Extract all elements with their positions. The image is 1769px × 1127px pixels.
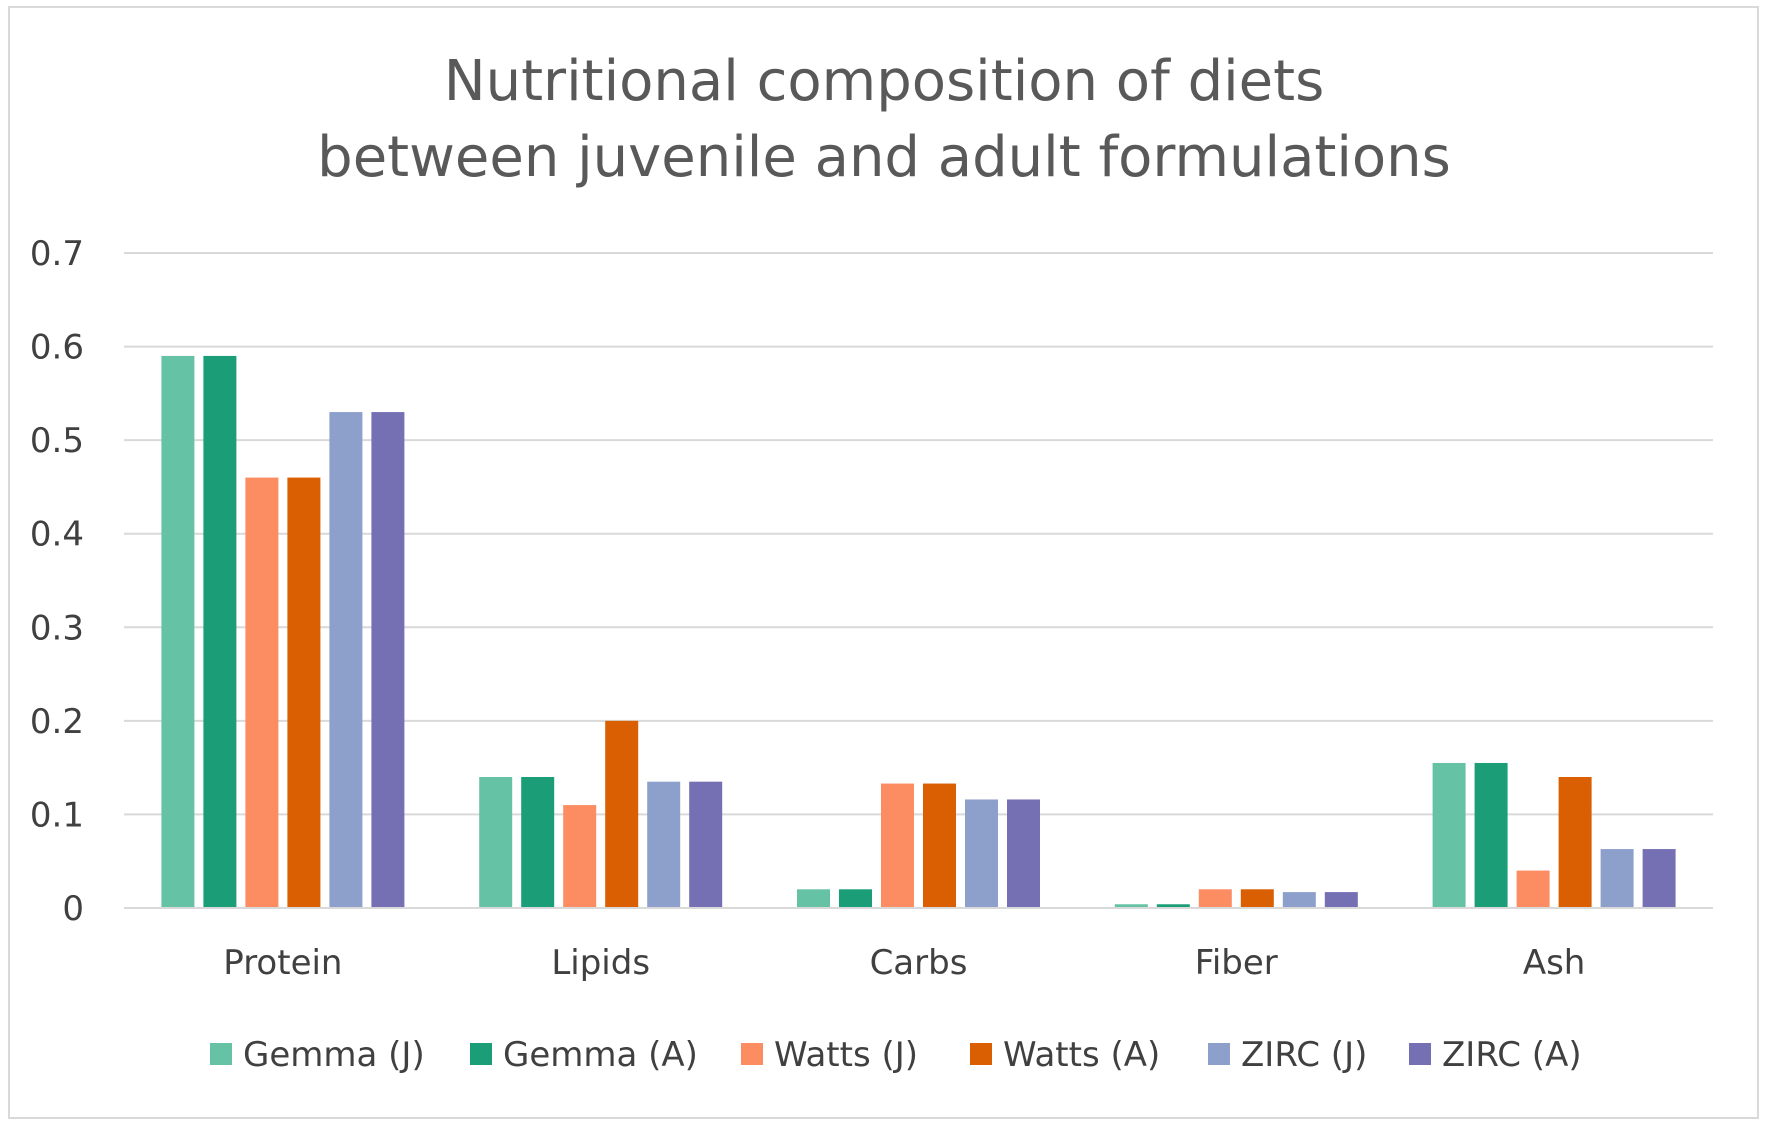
bar	[839, 889, 872, 908]
bar	[371, 412, 405, 908]
bar	[1324, 892, 1358, 908]
y-tick-label: 0.5	[30, 421, 84, 461]
bar	[1642, 849, 1676, 908]
bar	[1432, 762, 1466, 908]
bar	[1007, 799, 1040, 908]
bar	[1600, 849, 1634, 908]
bar	[1156, 904, 1190, 908]
bar	[605, 720, 639, 908]
bar	[329, 412, 363, 908]
bar	[689, 781, 723, 908]
chart-title: Nutritional composition of diets between…	[317, 49, 1451, 190]
bars	[161, 355, 1676, 908]
x-category-label: Carbs	[870, 943, 968, 983]
legend-swatch	[970, 1043, 992, 1065]
legend-label: Gemma (A)	[503, 1035, 698, 1075]
bar	[1114, 904, 1148, 908]
legend-label: Watts (J)	[774, 1035, 918, 1075]
y-tick-label: 0.3	[30, 608, 84, 648]
x-axis-category-labels: Protein Lipids Carbs Fiber Ash	[223, 943, 1585, 983]
y-tick-label: 0.4	[30, 515, 84, 555]
bar	[1282, 892, 1316, 908]
bar	[923, 783, 956, 908]
y-tick-label: 0	[62, 889, 84, 929]
y-tick-label: 0.1	[30, 795, 84, 835]
bar	[1240, 889, 1274, 908]
legend-label: Gemma (J)	[243, 1035, 425, 1075]
bar	[203, 355, 237, 908]
x-category-label: Fiber	[1195, 943, 1278, 983]
bar	[881, 783, 914, 908]
legend-swatch	[470, 1043, 492, 1065]
bar	[161, 355, 195, 908]
bar	[245, 477, 279, 908]
y-tick-label: 0.6	[30, 328, 84, 368]
legend-label: ZIRC (A)	[1442, 1035, 1582, 1075]
bar	[479, 777, 513, 908]
y-axis-tick-labels: 0 0.1 0.2 0.3 0.4 0.5 0.6 0.7	[30, 234, 84, 929]
legend-swatch	[210, 1043, 232, 1065]
bar	[1474, 762, 1508, 908]
bar	[647, 781, 681, 908]
bar	[287, 477, 321, 908]
bar	[797, 889, 830, 908]
bar	[521, 777, 555, 908]
bar	[1516, 870, 1550, 908]
y-tick-label: 0.2	[30, 702, 84, 742]
chart-title-line-1: Nutritional composition of diets	[444, 49, 1325, 114]
bar	[1198, 889, 1232, 908]
y-tick-label: 0.7	[30, 234, 84, 274]
bar	[965, 799, 998, 908]
legend: Gemma (J) Gemma (A) Watts (J) Watts (A) ZIRC…	[210, 1035, 1582, 1075]
legend-swatch	[741, 1043, 763, 1065]
x-category-label: Ash	[1523, 943, 1586, 983]
x-category-label: Protein	[223, 943, 342, 983]
bar	[563, 805, 597, 908]
legend-swatch	[1409, 1043, 1431, 1065]
legend-swatch	[1208, 1043, 1230, 1065]
legend-label: Watts (A)	[1003, 1035, 1160, 1075]
legend-label: ZIRC (J)	[1241, 1035, 1367, 1075]
chart-title-line-2: between juvenile and adult formulations	[317, 125, 1451, 190]
bar	[1558, 777, 1592, 908]
x-category-label: Lipids	[551, 943, 650, 983]
